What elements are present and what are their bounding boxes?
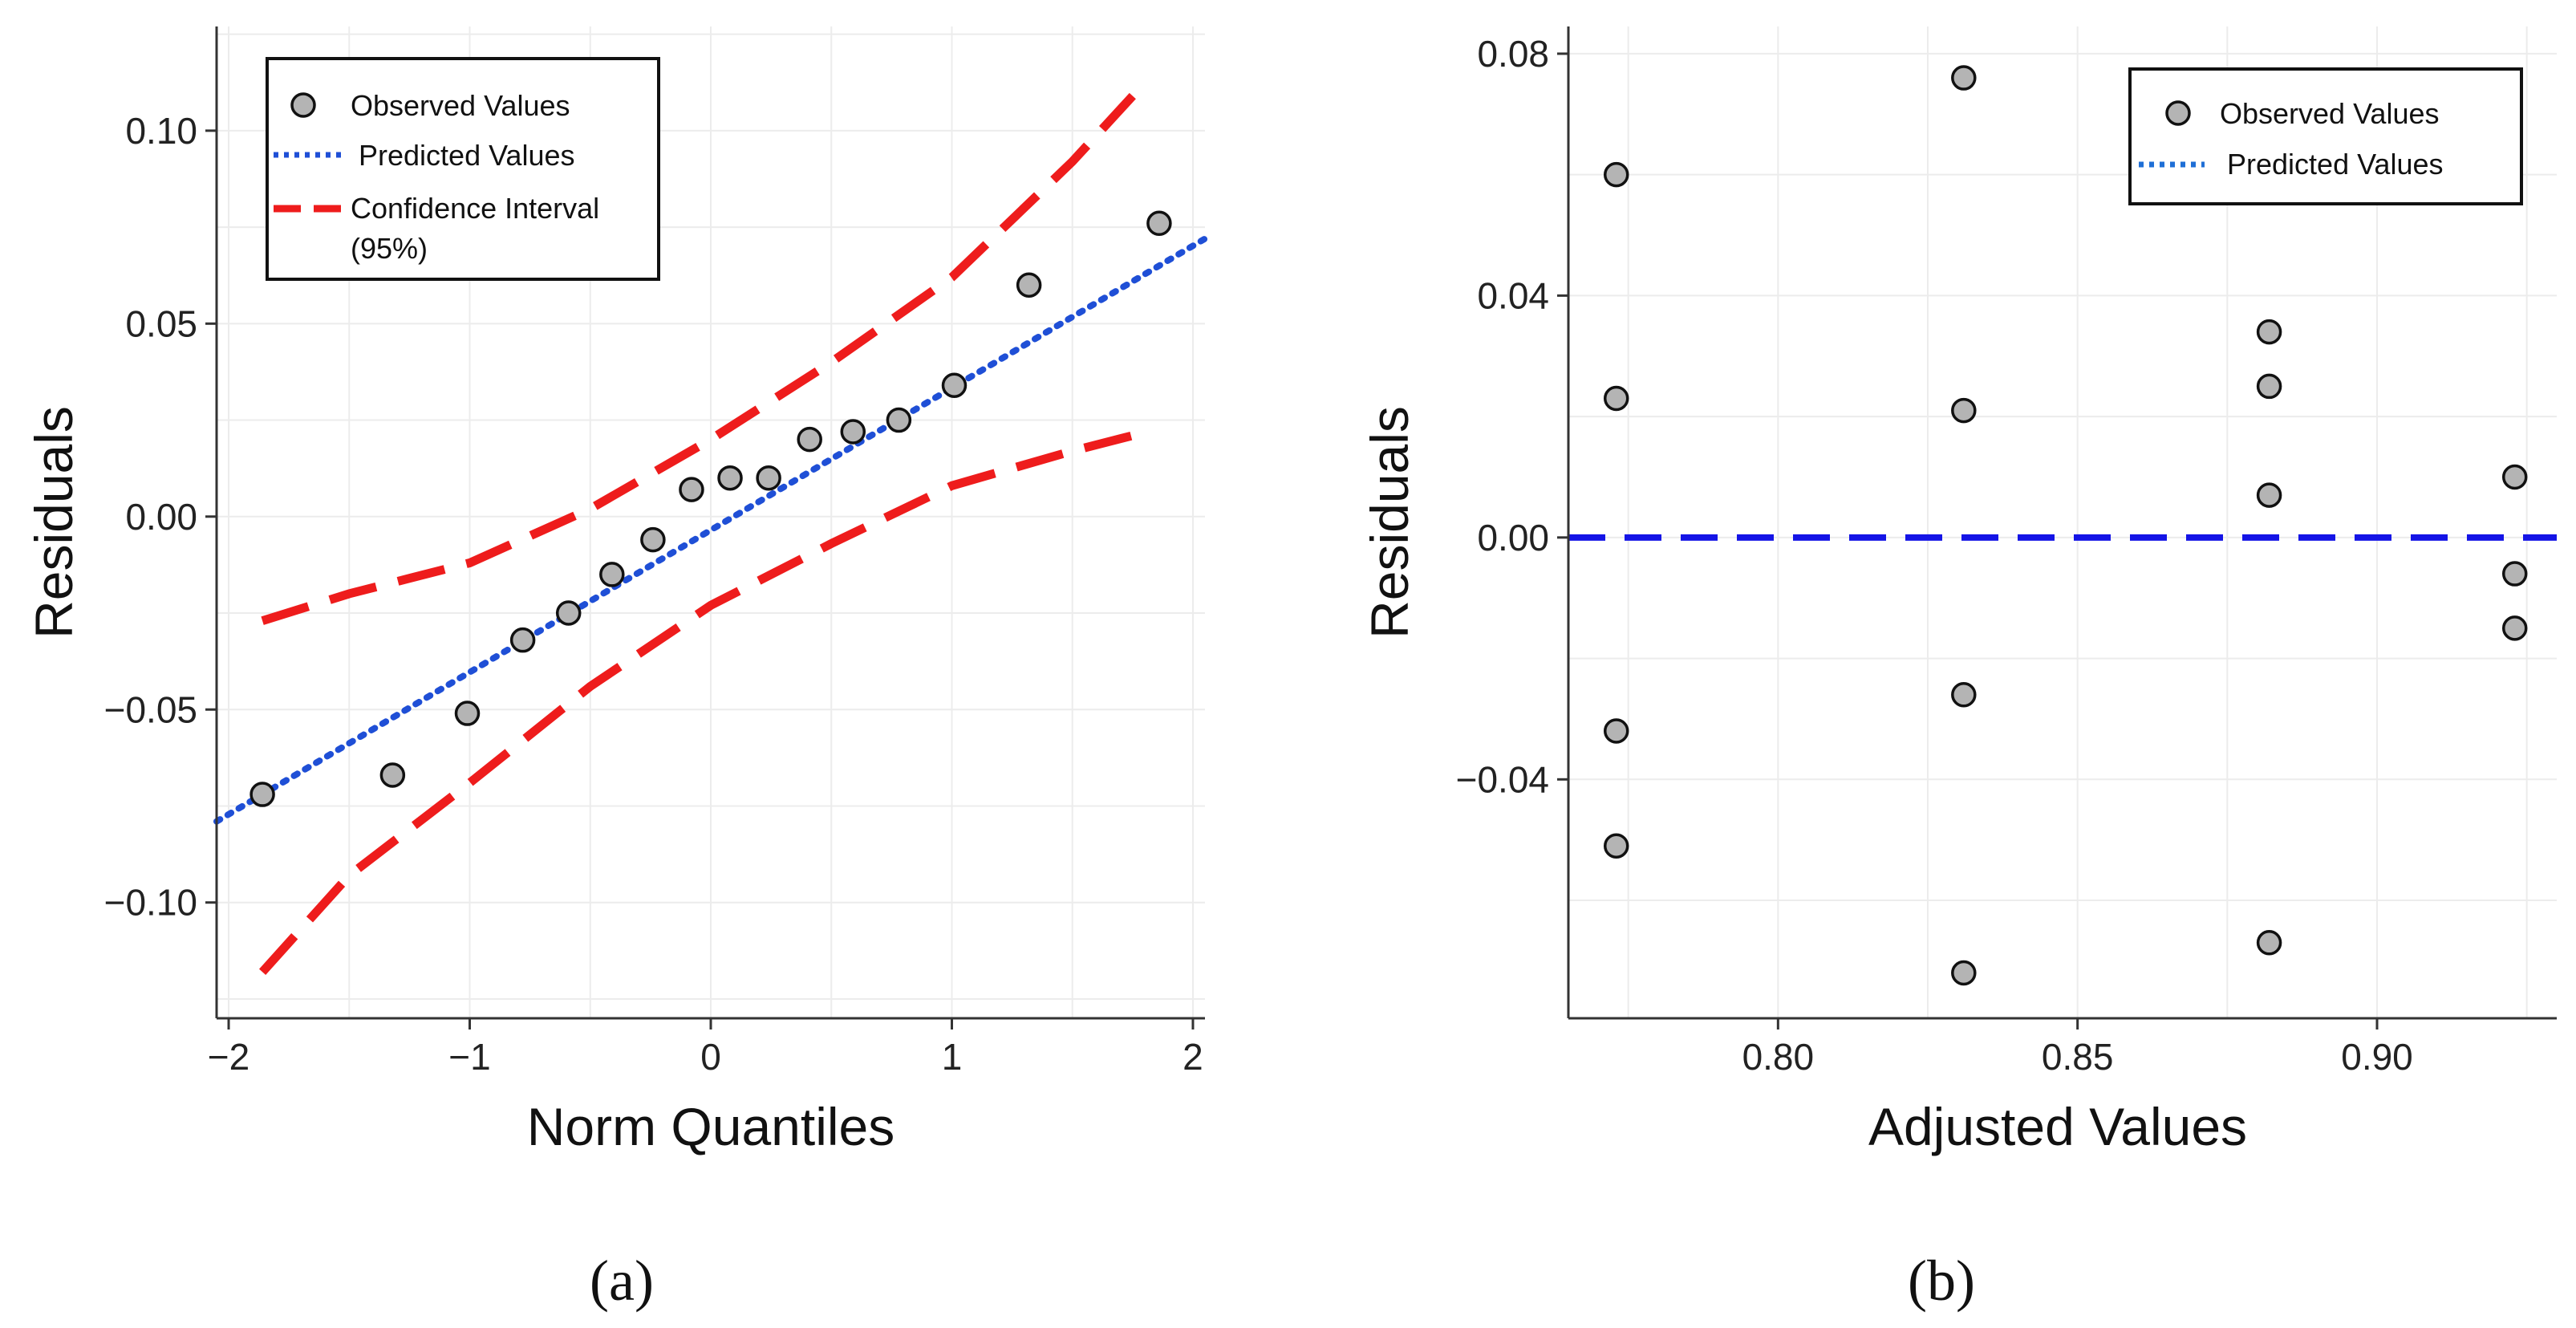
observed-point	[717, 465, 743, 491]
observed-point	[2256, 319, 2282, 345]
x-tick-label: 2	[1183, 1036, 1203, 1078]
observed-point	[1951, 960, 1977, 986]
panel-b-label: (b)	[1908, 1249, 1975, 1313]
panel-a: −2 −1 0 1 2 −0.10 −0.05 0.00 0.05 0.10 Norm Quant…	[24, 26, 1208, 1313]
x-tick-label: 0.85	[2042, 1036, 2114, 1078]
y-tick-label: 0.00	[1477, 517, 1549, 558]
panel-a-legend: Observed Values Predicted Values Confide…	[266, 57, 660, 281]
observed-point	[1951, 65, 1977, 91]
observed-point	[1603, 718, 1629, 744]
observed-point	[1951, 397, 1977, 424]
legend-observed-label: Observed Values	[351, 89, 570, 122]
observed-point	[840, 419, 866, 445]
y-tick-label: 0.00	[125, 496, 197, 538]
observed-point	[679, 477, 704, 502]
legend-observed-marker	[290, 92, 316, 118]
observed-point	[1603, 161, 1629, 188]
observed-point	[2501, 464, 2528, 490]
y-tick-label: −0.04	[1456, 758, 1549, 800]
x-tick-label: 1	[942, 1036, 963, 1078]
x-tick-label: −1	[448, 1036, 490, 1078]
observed-point	[886, 407, 912, 433]
observed-point	[941, 372, 968, 399]
legend-ci-label: Confidence Interval	[351, 192, 599, 225]
observed-point	[599, 562, 625, 587]
legend-b-predicted-label: Predicted Values	[2227, 148, 2444, 181]
panel-a-y-axis-label: Residuals	[24, 406, 83, 639]
panel-b-marks	[1568, 65, 2557, 986]
observed-point	[1951, 682, 1977, 708]
legend-ci-label-line2: (95%)	[351, 232, 428, 265]
observed-point	[249, 782, 275, 807]
panel-b: 0.80 0.85 0.90 −0.04 0.00 0.04 0.08 Adjusted V…	[1360, 26, 2557, 1313]
observed-point	[797, 426, 822, 453]
y-tick-label: 0.04	[1477, 274, 1549, 316]
panel-b-gridlines	[1568, 26, 2557, 1018]
observed-point	[1146, 210, 1172, 237]
legend-b-observed-label: Observed Values	[2220, 97, 2439, 130]
x-tick-label: −2	[208, 1036, 249, 1078]
panel-a-ticks: −2 −1 0 1 2 −0.10 −0.05 0.00 0.05 0.10	[104, 110, 1203, 1078]
observed-point	[756, 465, 781, 491]
observed-point	[1603, 833, 1629, 859]
panel-b-legend-box	[2128, 67, 2523, 205]
panel-b-ticks: 0.80 0.85 0.90 −0.04 0.00 0.04 0.08	[1456, 33, 2413, 1078]
y-tick-label: −0.10	[104, 882, 197, 924]
x-tick-label: 0.90	[2341, 1036, 2413, 1078]
observed-point	[1603, 385, 1629, 412]
confidence-interval-line	[261, 92, 1136, 625]
x-tick-label: 0.80	[1742, 1036, 1815, 1078]
panel-a-legend-box	[266, 57, 660, 281]
y-tick-label: 0.10	[125, 110, 197, 152]
observed-point	[2256, 373, 2282, 400]
predicted-values-line	[213, 235, 1208, 825]
y-tick-label: −0.05	[104, 688, 197, 730]
observed-point	[2501, 615, 2528, 641]
observed-point	[1016, 272, 1042, 298]
panel-a-x-axis-label: Norm Quantiles	[527, 1097, 895, 1156]
observed-point	[379, 762, 406, 788]
y-tick-label: 0.08	[1477, 33, 1549, 75]
observed-point	[454, 701, 481, 726]
panel-a-label: (a)	[590, 1249, 654, 1313]
panel-b-legend: Observed Values Predicted Values	[2128, 67, 2523, 205]
x-tick-label: 0	[700, 1036, 721, 1078]
panel-b-y-axis-label: Residuals	[1360, 406, 1419, 639]
observed-point	[2256, 482, 2282, 508]
observed-point	[2501, 561, 2528, 587]
legend-b-observed-marker	[2165, 100, 2191, 126]
observed-point	[2256, 930, 2282, 956]
panel-b-x-axis-label: Adjusted Values	[1868, 1097, 2247, 1156]
confidence-interval-line	[259, 431, 1134, 975]
panel-a-marks	[213, 92, 1208, 975]
observed-point	[640, 526, 666, 553]
observed-point	[555, 600, 582, 626]
y-tick-label: 0.05	[125, 303, 197, 344]
legend-predicted-label: Predicted Values	[359, 139, 575, 172]
observed-point	[509, 627, 536, 653]
